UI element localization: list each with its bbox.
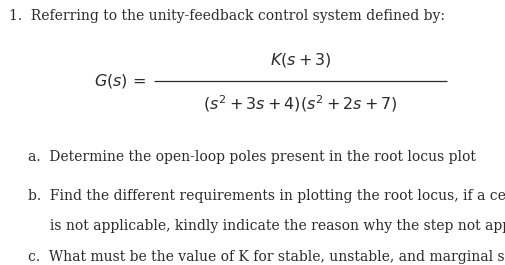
Text: $(s^2+3s+4)(s^2+2s+7)$: $(s^2+3s+4)(s^2+2s+7)$ — [203, 93, 398, 114]
Text: b.  Find the different requirements in plotting the root locus, if a certain ste: b. Find the different requirements in pl… — [28, 189, 505, 204]
Text: a.  Determine the open-loop poles present in the root locus plot: a. Determine the open-loop poles present… — [28, 150, 476, 164]
Text: is not applicable, kindly indicate the reason why the step not applicable.: is not applicable, kindly indicate the r… — [28, 219, 505, 233]
Text: c.  What must be the value of K for stable, unstable, and marginal stability?: c. What must be the value of K for stabl… — [28, 250, 505, 264]
Text: $G(s)\, =$: $G(s)\, =$ — [94, 72, 146, 90]
Text: 1.  Referring to the unity-feedback control system defined by:: 1. Referring to the unity-feedback contr… — [9, 9, 445, 23]
Text: $K(s+3)$: $K(s+3)$ — [270, 51, 331, 69]
